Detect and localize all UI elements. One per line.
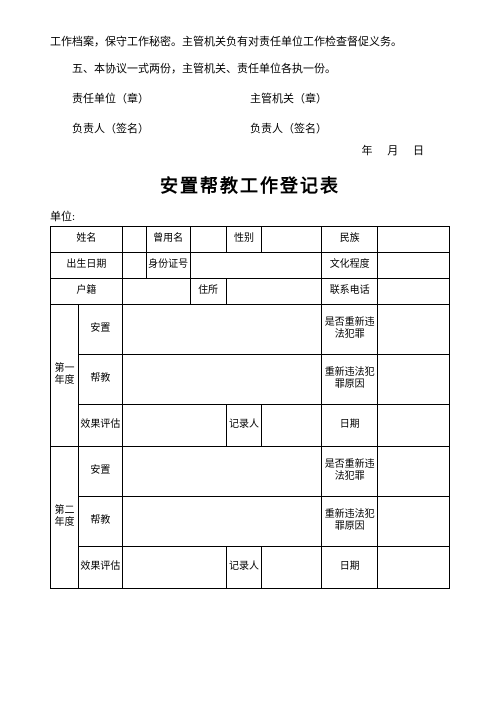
registration-table: 姓名 曾用名 性别 民族 出生日期 身份证号 文化程度 户籍 住所 联系电话 第… [50, 226, 450, 589]
cell-reoffend-label: 是否重新违法犯罪 [322, 446, 378, 496]
unit-label: 单位: [50, 208, 450, 224]
cell-date-label: 日期 [322, 404, 378, 446]
cell-blank [378, 546, 450, 588]
cell-blank [226, 278, 322, 304]
person-in-charge-left: 负责人（签名） [50, 120, 250, 136]
cell-gender-label: 性别 [226, 226, 262, 252]
cell-blank [122, 226, 146, 252]
cell-year1-label: 第一年度 [51, 304, 79, 446]
cell-placement-label: 安置 [78, 446, 122, 496]
responsible-unit-label: 责任单位（章） [50, 90, 250, 106]
cell-recorder-label: 记录人 [226, 404, 262, 446]
cell-blank [378, 252, 450, 278]
signature-row-2: 负责人（签名） 负责人（签名） [50, 120, 450, 136]
cell-reoffend-reason-label: 重新违法犯罪原因 [322, 354, 378, 404]
cell-blank [122, 404, 226, 446]
cell-blank [378, 304, 450, 354]
cell-assistance-label: 帮教 [78, 354, 122, 404]
cell-assistance-label: 帮教 [78, 496, 122, 546]
cell-address-label: 住所 [190, 278, 226, 304]
cell-blank [378, 278, 450, 304]
table-row: 帮教 重新违法犯罪原因 [51, 496, 450, 546]
table-row: 效果评估 记录人 日期 [51, 404, 450, 446]
cell-id-number-label: 身份证号 [146, 252, 190, 278]
cell-ethnicity-label: 民族 [322, 226, 378, 252]
person-in-charge-right: 负责人（签名） [250, 120, 450, 136]
signature-row-1: 责任单位（章） 主管机关（章） [50, 90, 450, 106]
cell-reoffend-label: 是否重新违法犯罪 [322, 304, 378, 354]
cell-date-label: 日期 [322, 546, 378, 588]
cell-blank [190, 252, 322, 278]
paragraph-1: 工作档案，保守工作秘密。主管机关负有对责任单位工作检查督促义务。 [50, 32, 450, 53]
cell-evaluation-label: 效果评估 [78, 546, 122, 588]
cell-household-label: 户籍 [51, 278, 123, 304]
cell-name-label: 姓名 [51, 226, 123, 252]
cell-blank [122, 496, 321, 546]
paragraph-2: 五、本协议一式两份，主管机关、责任单位各执一份。 [50, 59, 450, 80]
table-row: 姓名 曾用名 性别 民族 [51, 226, 450, 252]
cell-phone-label: 联系电话 [322, 278, 378, 304]
table-row: 第二年度 安置 是否重新违法犯罪 [51, 446, 450, 496]
supervisory-org-label: 主管机关（章） [250, 90, 450, 106]
table-row: 第一年度 安置 是否重新违法犯罪 [51, 304, 450, 354]
cell-blank [378, 496, 450, 546]
date-label: 年 月 日 [50, 142, 450, 158]
table-row: 帮教 重新违法犯罪原因 [51, 354, 450, 404]
cell-education-label: 文化程度 [322, 252, 378, 278]
cell-blank [378, 354, 450, 404]
cell-blank [378, 404, 450, 446]
cell-blank [378, 446, 450, 496]
cell-birth-date-label: 出生日期 [51, 252, 123, 278]
cell-blank [122, 546, 226, 588]
cell-blank [262, 404, 322, 446]
cell-placement-label: 安置 [78, 304, 122, 354]
cell-recorder-label: 记录人 [226, 546, 262, 588]
cell-blank [190, 226, 226, 252]
cell-blank [378, 226, 450, 252]
cell-blank [262, 546, 322, 588]
cell-blank [122, 446, 321, 496]
cell-blank [122, 252, 146, 278]
table-row: 户籍 住所 联系电话 [51, 278, 450, 304]
form-title: 安置帮教工作登记表 [50, 172, 450, 198]
cell-blank [122, 354, 321, 404]
cell-blank [122, 304, 321, 354]
cell-blank [122, 278, 190, 304]
cell-former-name-label: 曾用名 [146, 226, 190, 252]
cell-year2-label: 第二年度 [51, 446, 79, 588]
table-row: 效果评估 记录人 日期 [51, 546, 450, 588]
table-row: 出生日期 身份证号 文化程度 [51, 252, 450, 278]
cell-reoffend-reason-label: 重新违法犯罪原因 [322, 496, 378, 546]
cell-evaluation-label: 效果评估 [78, 404, 122, 446]
cell-blank [262, 226, 322, 252]
